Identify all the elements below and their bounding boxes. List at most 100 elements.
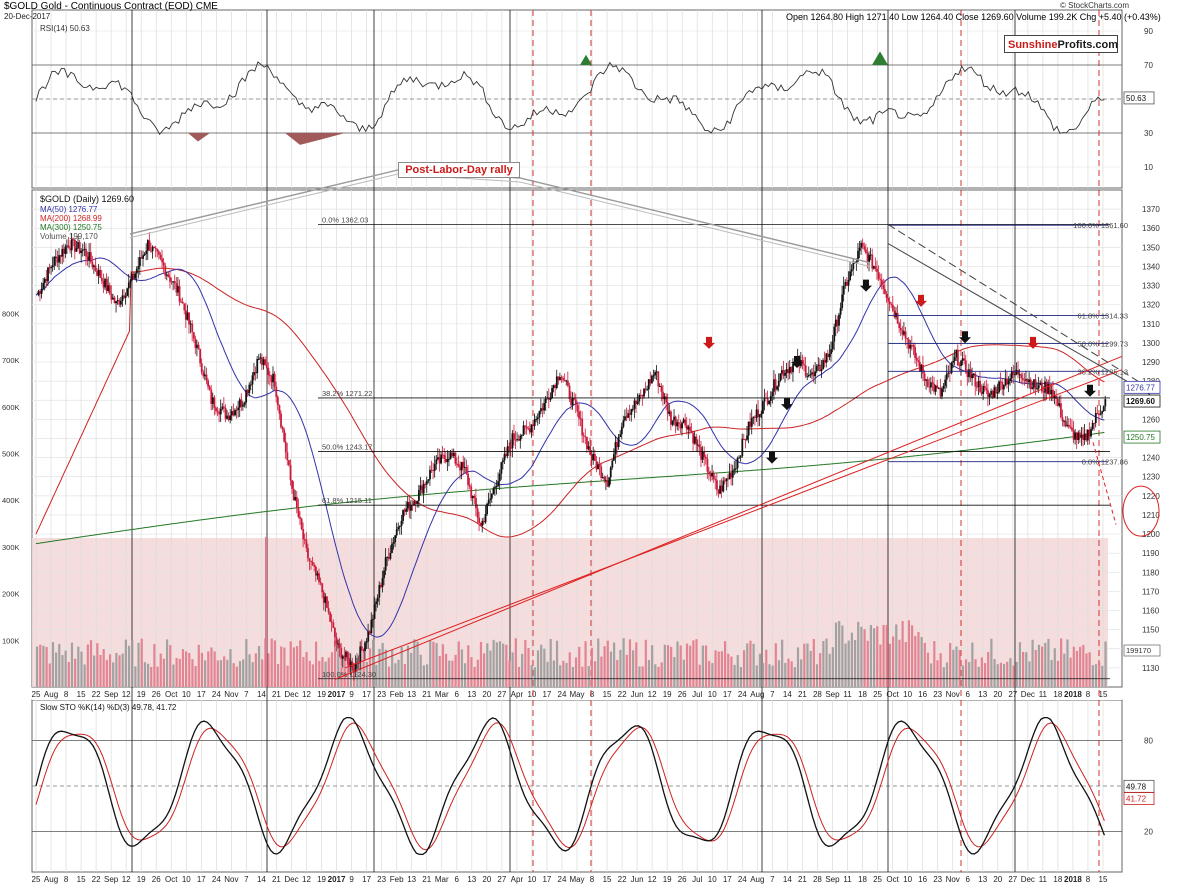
candle-body (197, 344, 200, 350)
volume-bar (901, 621, 904, 687)
candle-body (646, 389, 649, 391)
volume-tick-label: 300K (2, 543, 20, 552)
volume-bar (181, 649, 185, 687)
candle-body (372, 618, 374, 620)
candle-body (91, 261, 94, 268)
price-tick-label: 1310 (1142, 320, 1160, 329)
candle-body (284, 441, 287, 453)
candle-body (635, 400, 637, 404)
candle-body (714, 479, 717, 481)
candle-body (78, 242, 81, 254)
volume-bar (115, 652, 118, 687)
volume-bar (559, 665, 562, 687)
candle-body (253, 371, 255, 376)
candle-body (337, 643, 339, 645)
candle-body (62, 248, 65, 254)
rsi-overbought-fill (580, 54, 592, 65)
candle-body (528, 428, 531, 433)
x-axis-label: 7 (244, 690, 249, 699)
candle-body (620, 426, 623, 435)
candle-body (651, 375, 653, 384)
candle-body (61, 248, 64, 257)
candle-body (812, 372, 815, 377)
candle-body (1021, 378, 1024, 380)
volume-bar (809, 650, 812, 687)
candle-body (914, 347, 916, 358)
candle-body (432, 470, 435, 472)
volume-bar (400, 647, 403, 687)
candle-body (698, 444, 701, 448)
candle-body (146, 240, 149, 251)
candle-body (267, 367, 270, 376)
candle-body (232, 411, 235, 416)
candle-body (414, 501, 417, 505)
fib-right-label: 50.0% 1299.73 (1078, 339, 1128, 348)
candle-body (673, 416, 676, 421)
volume-bar (505, 644, 508, 687)
candle-body (708, 471, 710, 475)
candle-body (632, 408, 634, 410)
volume-bar (676, 641, 679, 687)
x-axis-label: 2018 (1064, 690, 1082, 699)
candle-body (429, 469, 431, 480)
volume-bar (920, 636, 923, 687)
volume-bar (137, 642, 140, 687)
volume-bar (48, 663, 51, 687)
candle-body (769, 395, 772, 401)
candle-body (194, 338, 197, 348)
candle-body (562, 378, 565, 381)
candle-body (535, 419, 538, 421)
candle-body (658, 385, 661, 387)
candle-body (567, 380, 569, 386)
candle-body (452, 452, 455, 457)
candle-body (338, 643, 341, 648)
candle-body (484, 514, 487, 523)
candle-body (697, 444, 699, 446)
candle-body (85, 248, 87, 257)
candle-body (346, 651, 349, 659)
candle-body (901, 330, 904, 335)
candle-body (196, 344, 198, 348)
volume-bar (955, 646, 958, 687)
candle-body (643, 388, 645, 397)
candle-body (930, 382, 932, 388)
volume-bar (175, 658, 178, 687)
volume-bar (200, 652, 204, 687)
volume-bar (647, 660, 651, 687)
candle-body (278, 405, 281, 414)
candle-body (754, 416, 756, 418)
candle-body (161, 258, 164, 263)
x-axis-label-lower: 2018 (1064, 875, 1082, 884)
volume-bar (305, 652, 308, 687)
x-axis-label-lower: 24 (212, 875, 221, 884)
candle-body (993, 387, 996, 398)
x-axis-label-lower: Mar (435, 875, 449, 884)
candle-body (628, 413, 631, 415)
volume-bar (543, 648, 546, 687)
volume-bar (841, 625, 844, 687)
candle-body (730, 472, 733, 478)
x-axis-label-lower: 11 (1039, 875, 1048, 884)
logo-part-2: Profits (1057, 39, 1093, 51)
candle-body (1026, 379, 1029, 383)
candle-body (456, 463, 458, 465)
candle-body (576, 405, 579, 412)
volume-bar (337, 638, 340, 687)
candle-body (662, 391, 664, 400)
volume-bar (787, 658, 790, 687)
candle-body (839, 308, 842, 315)
volume-bar (346, 651, 349, 687)
candle-body (641, 395, 644, 397)
candle-body (162, 262, 165, 266)
candle-body (814, 371, 817, 377)
candle-body (498, 473, 501, 482)
volume-bar (1091, 665, 1094, 687)
volume-bar (930, 663, 933, 687)
volume-bar (974, 659, 977, 687)
price-tick-label: 1350 (1142, 243, 1160, 252)
candle-body (105, 278, 108, 291)
candle-body (849, 271, 851, 281)
candle-body (150, 250, 152, 252)
candle-body (700, 447, 702, 460)
candle-body (559, 377, 561, 381)
